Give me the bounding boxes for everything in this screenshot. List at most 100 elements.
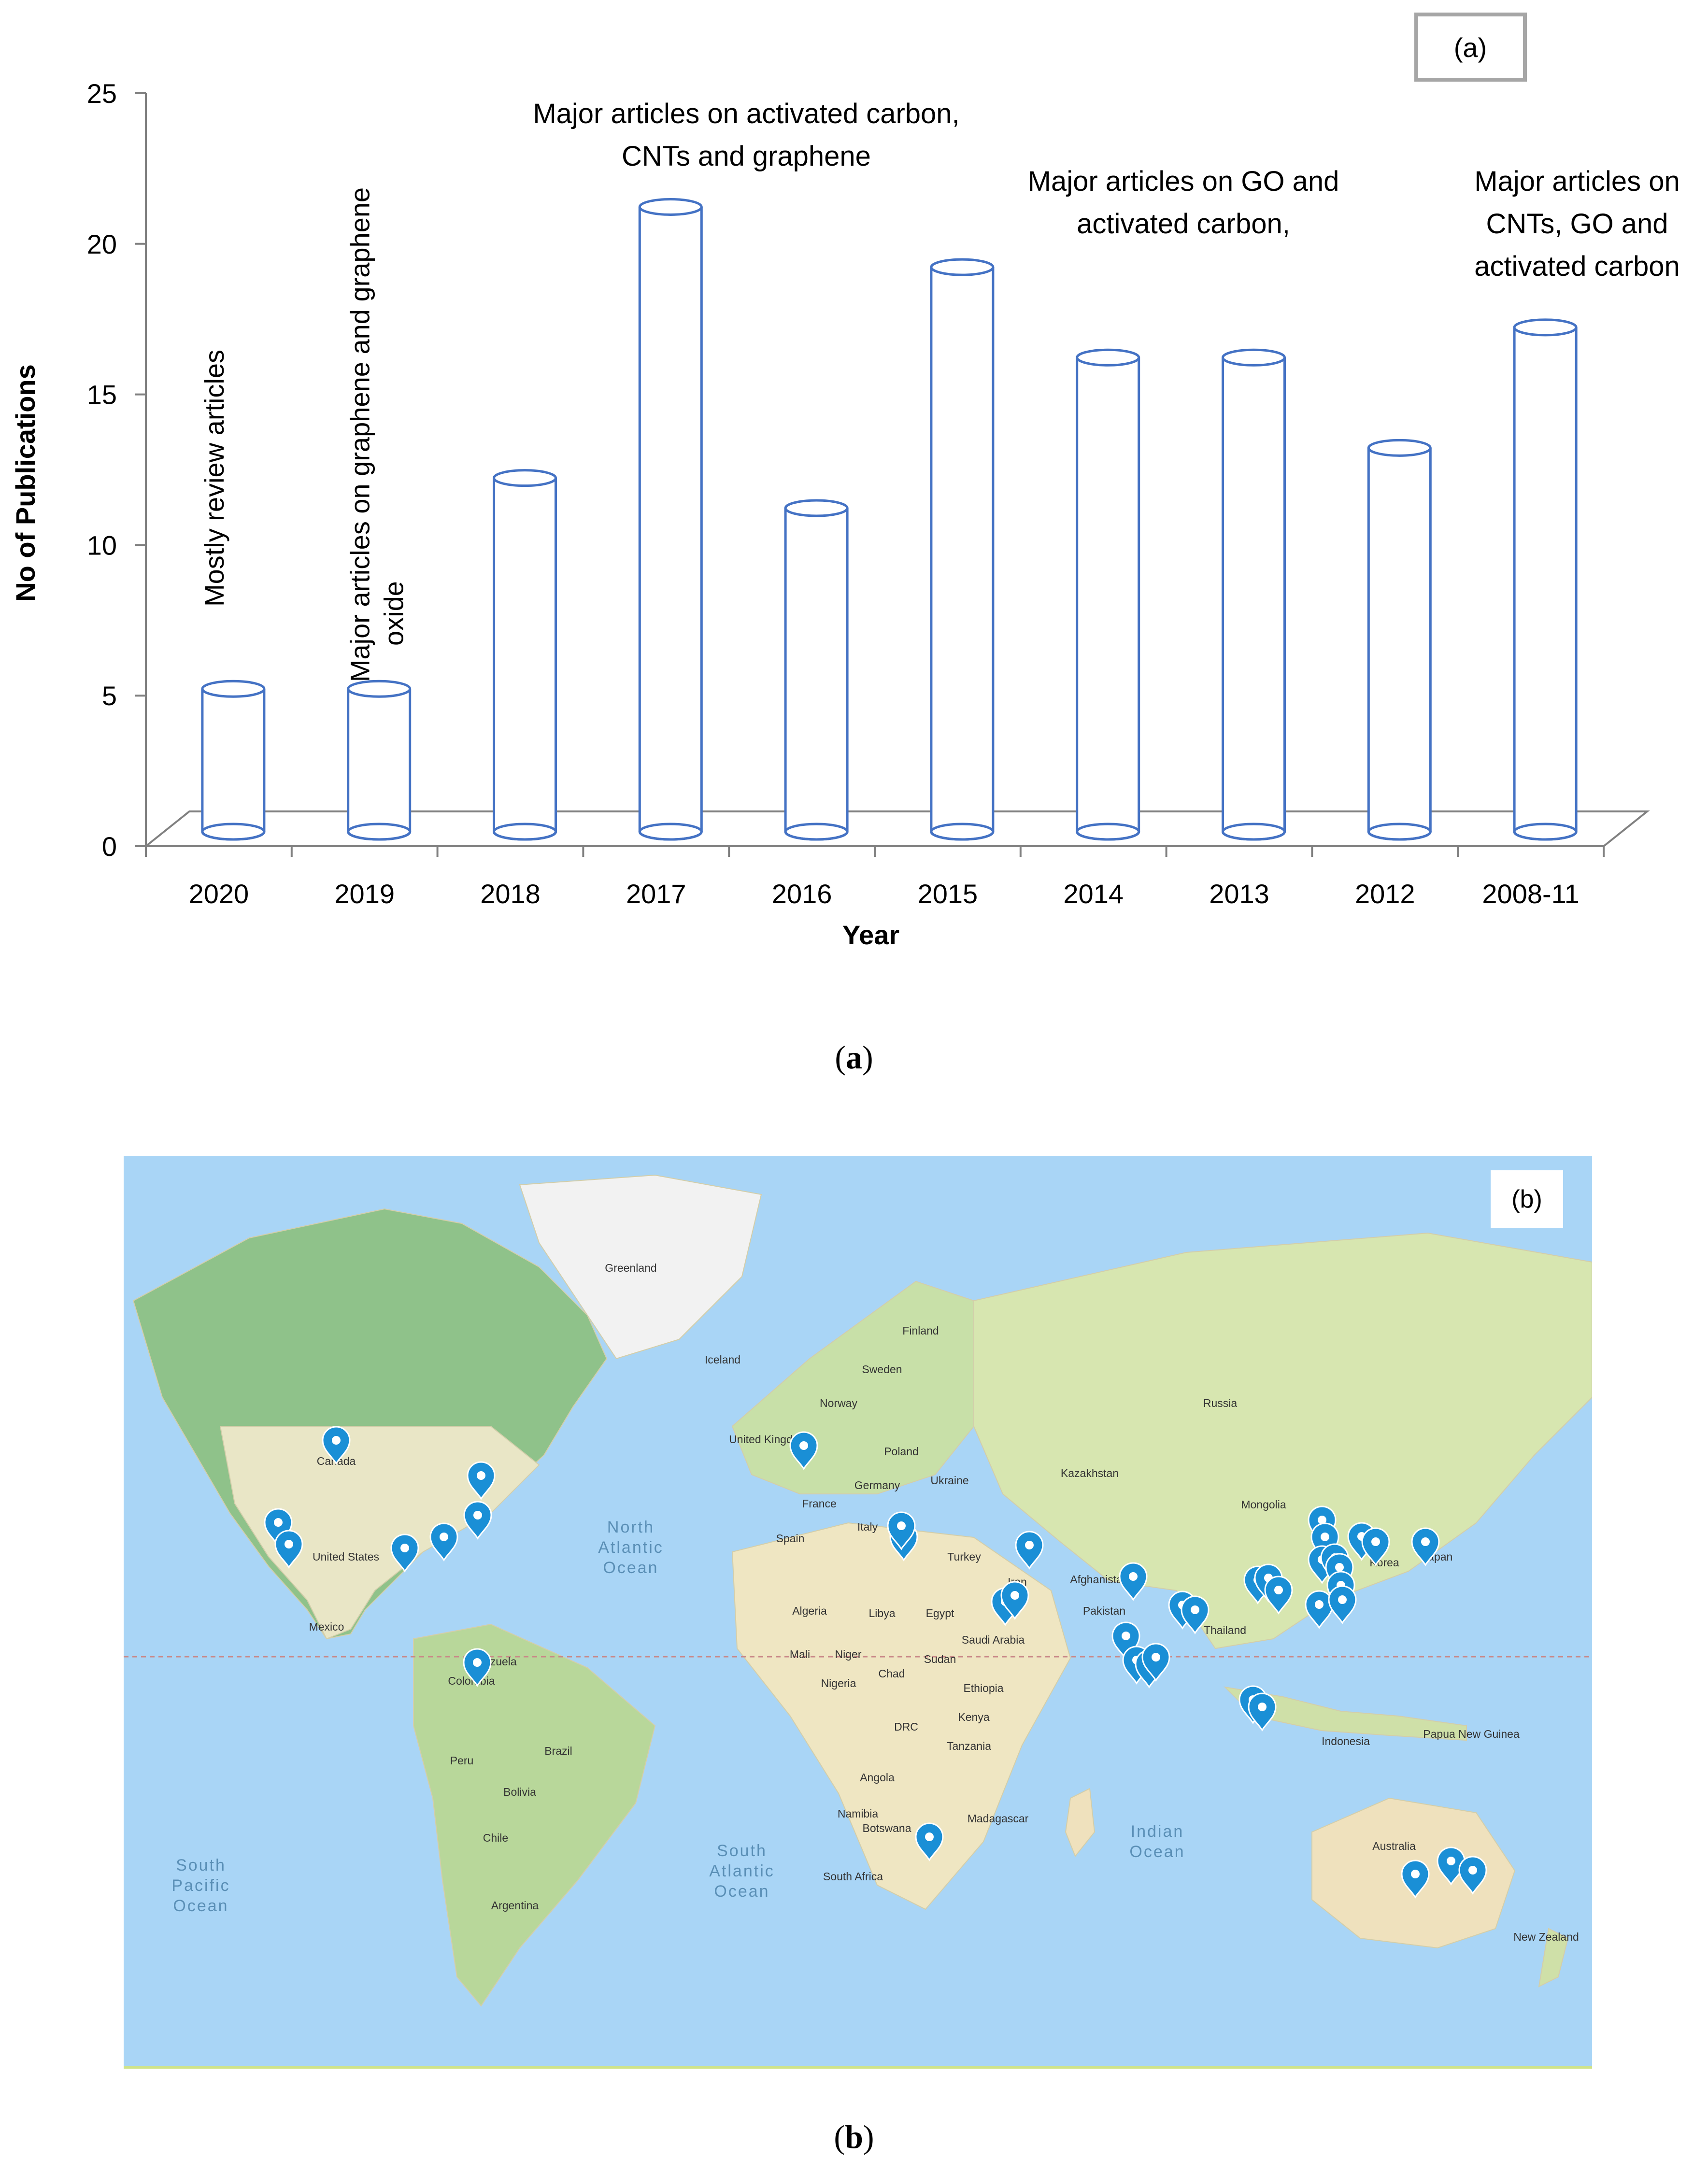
map-pin-icon[interactable] <box>274 1530 303 1569</box>
map-pin-icon[interactable] <box>463 1501 492 1540</box>
map-land-label: Libya <box>869 1607 896 1619</box>
map-pin-icon[interactable] <box>1141 1643 1170 1682</box>
map-pin-icon[interactable] <box>1361 1527 1390 1566</box>
bar-base <box>201 823 266 841</box>
panel-tag-box <box>1414 13 1527 82</box>
bar-body <box>347 689 412 841</box>
x-tick-label: 2015 <box>918 879 978 909</box>
panel-a-caption-letter: a <box>846 1039 862 1076</box>
map-pin-icon[interactable] <box>1181 1595 1210 1634</box>
south-america-land <box>413 1623 656 2007</box>
map-land-label: New Zealand <box>1513 1931 1579 1943</box>
bar-base <box>784 823 849 841</box>
map-pin-icon[interactable] <box>463 1648 492 1687</box>
map-land-label: Bolivia <box>503 1786 536 1798</box>
bar-cylinder <box>1076 348 1140 841</box>
map-land-label: Egypt <box>926 1607 954 1619</box>
bar-base <box>493 823 557 841</box>
bar-top <box>1513 318 1578 337</box>
map-land-label: Papua New Guinea <box>1423 1728 1520 1740</box>
panel-tag: (a) <box>1454 32 1487 63</box>
bar-top <box>1222 348 1286 367</box>
bar-body <box>1222 357 1286 841</box>
map-land-label: Sweden <box>862 1363 902 1376</box>
map-ocean-label: South Pacific Ocean <box>171 1856 230 1915</box>
x-tick-label: 2012 <box>1355 879 1415 909</box>
bar-body <box>1076 357 1140 841</box>
map-land-label: Greenland <box>605 1262 656 1274</box>
bar-base <box>1222 823 1286 841</box>
y-tick-label: 15 <box>87 380 117 410</box>
x-tick-label: 2020 <box>189 879 249 909</box>
bar-top <box>930 258 995 276</box>
bar-top <box>493 469 557 487</box>
map-pin-icon[interactable] <box>1015 1531 1044 1570</box>
annotation-text: activated carbon, <box>1077 208 1290 240</box>
map-land-label: Namibia <box>838 1807 879 1820</box>
panel-a-caption: (a) <box>835 1039 873 1076</box>
bar-cylinder <box>1513 318 1578 841</box>
map-land-label: South Africa <box>823 1870 883 1883</box>
x-tick-label: 2013 <box>1209 879 1269 909</box>
map-land-label: Kazakhstan <box>1061 1467 1119 1479</box>
map-land-label: Mongolia <box>1241 1498 1286 1511</box>
chart-annotations: Mostly review articles Major articles on … <box>199 98 1680 682</box>
bar-body <box>1513 327 1578 841</box>
map-pin-icon[interactable] <box>887 1511 916 1550</box>
world-map: Greenland Iceland Finland Sweden Norway Russi… <box>124 1156 1592 2069</box>
madagascar-land <box>1065 1788 1096 1857</box>
map-pin-icon[interactable] <box>789 1431 818 1470</box>
map-land-label: Finland <box>902 1324 939 1337</box>
annotation-text: Major articles on GO and <box>1028 166 1339 197</box>
map-pin-icon[interactable] <box>1401 1860 1430 1899</box>
x-tick-label: 2014 <box>1063 879 1124 909</box>
map-pin-icon[interactable] <box>429 1522 458 1562</box>
map-pin-icon[interactable] <box>1264 1576 1293 1615</box>
bar-body <box>1367 448 1432 841</box>
bar-body <box>784 508 849 841</box>
annotation-text: oxide <box>379 581 409 646</box>
map-pin-icon[interactable] <box>915 1822 944 1861</box>
map-land-label: Germany <box>854 1479 900 1491</box>
x-tick-label: 2008-11 <box>1482 879 1579 909</box>
map-pin-icon[interactable] <box>1119 1562 1148 1601</box>
annotation-text: CNTs, GO and <box>1486 208 1668 240</box>
bar-top <box>1076 348 1140 367</box>
map-land-label: Poland <box>884 1445 919 1458</box>
bar-cylinder <box>201 680 266 841</box>
annotation-text: CNTs and graphene <box>622 141 871 172</box>
bar-cylinder <box>638 198 703 841</box>
greenland-land <box>519 1174 762 1360</box>
map-land-label: Chile <box>483 1832 508 1844</box>
map-land-label: Argentina <box>491 1899 539 1912</box>
map-land-label: Sudan <box>924 1653 956 1665</box>
panel-b-caption: (b) <box>834 2118 874 2155</box>
map-pin-icon[interactable] <box>1328 1585 1357 1624</box>
bar-base <box>638 823 703 841</box>
x-axis-ticks: 2020 2019 2018 2017 2016 2015 2014 2013 2012 2008… <box>145 846 1605 909</box>
map-land-label: Mali <box>790 1648 810 1661</box>
map-pin-icon[interactable] <box>467 1461 496 1500</box>
map-pin-icon[interactable] <box>390 1534 419 1573</box>
map-land-label: Peru <box>450 1754 474 1767</box>
y-tick-label: 5 <box>102 681 117 711</box>
map-pin-icon[interactable] <box>1305 1590 1334 1629</box>
ocean-labels: North Atlantic Ocean South Atlantic Ocean Sout… <box>171 1518 1183 1915</box>
bar-cylinder <box>1367 439 1432 841</box>
map-ocean-label: South Atlantic Ocean <box>709 1842 775 1901</box>
bar-base <box>930 823 995 841</box>
map-pin-icon[interactable] <box>1411 1527 1440 1566</box>
annotation-text: Major articles on <box>1474 166 1680 197</box>
map-pin-icon[interactable] <box>322 1426 351 1465</box>
x-tick-label: 2018 <box>480 879 541 909</box>
map-land-label: Australia <box>1372 1840 1416 1852</box>
map-pin-icon[interactable] <box>1248 1692 1277 1732</box>
indonesia-land <box>1224 1686 1467 1741</box>
bar-top <box>201 680 266 698</box>
map-pin-icon[interactable] <box>1000 1581 1029 1620</box>
map-land-label: France <box>802 1497 837 1510</box>
map-pin-icon[interactable] <box>1458 1856 1487 1895</box>
bar-base <box>1367 823 1432 841</box>
map-land-label: Madagascar <box>968 1812 1029 1825</box>
map-markers <box>264 1426 1487 1899</box>
